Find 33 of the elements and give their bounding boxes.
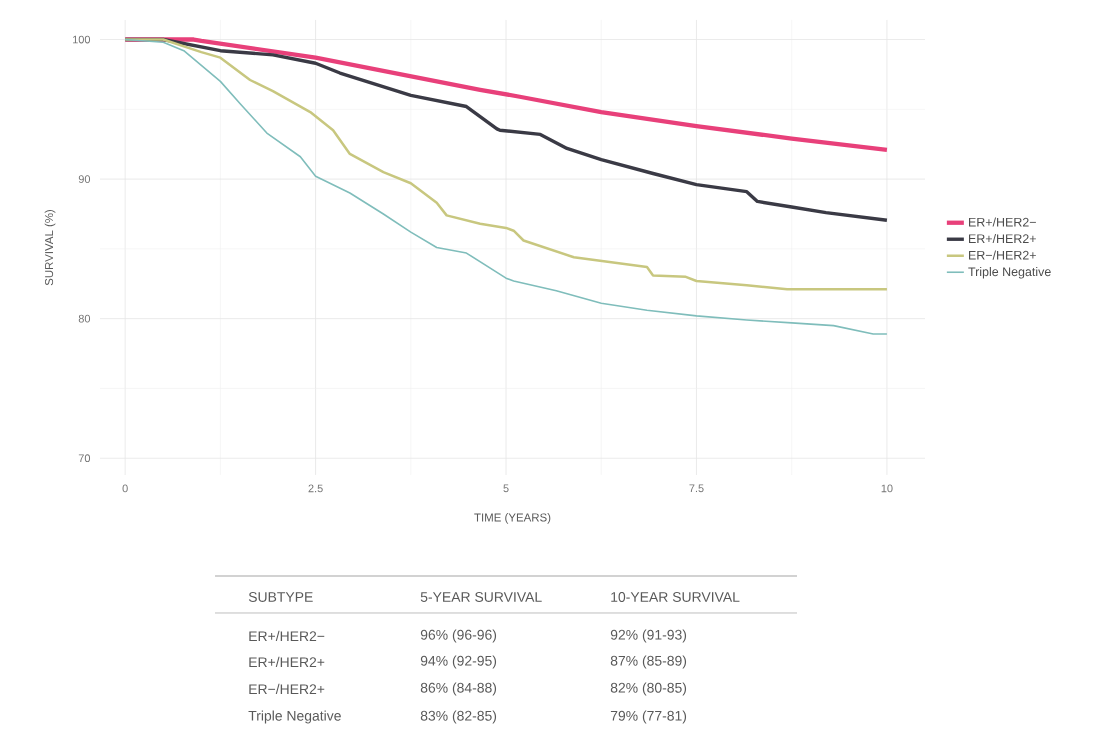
y-tick-label: 70 (78, 454, 91, 463)
x-tick-label: 5 (503, 484, 509, 493)
x-tick-label: 0 (122, 484, 128, 493)
x-tick-label: 10 (881, 484, 893, 493)
text: 10-YEAR SURVIVAL (611, 592, 740, 602)
text: ER+/HER2− (249, 630, 325, 642)
text: 96% (96-96) (420, 629, 497, 643)
text: ER−/HER2+ (249, 683, 325, 695)
text: 87% (85-89) (610, 655, 687, 669)
text: 83% (82-85) (420, 710, 497, 724)
text: 92% (91-93) (610, 629, 687, 643)
line-series (123, 38, 889, 291)
y-tick-label: 100 (73, 35, 91, 44)
text: Triple Negative (248, 710, 341, 724)
legend-label: ER−/HER2+ (969, 250, 1036, 260)
line-series (124, 38, 888, 335)
x-tick-label: 2.5 (308, 484, 323, 493)
legend-label: ER+/HER2+ (969, 233, 1036, 244)
text: 5-YEAR SURVIVAL (420, 592, 542, 602)
text: 94% (92-95) (420, 655, 497, 669)
x-tick-label: 7.5 (689, 484, 704, 493)
legend-label: ER+/HER2− (969, 217, 1036, 227)
y-tick-label: 80 (78, 314, 91, 323)
text: SUBTYPE (248, 592, 313, 602)
line-series (123, 37, 890, 152)
text: 86% (84-88) (420, 682, 497, 696)
text: ER+/HER2+ (249, 656, 325, 668)
y-axis-title: SURVIVAL (%) (44, 209, 56, 286)
y-tick-label: 90 (78, 175, 91, 183)
x-axis-title: TIME (YEARS) (474, 513, 551, 524)
legend-label: Triple Negative (968, 266, 1051, 279)
text: 82% (80-85) (610, 682, 687, 696)
text: 79% (77-81) (610, 710, 687, 724)
